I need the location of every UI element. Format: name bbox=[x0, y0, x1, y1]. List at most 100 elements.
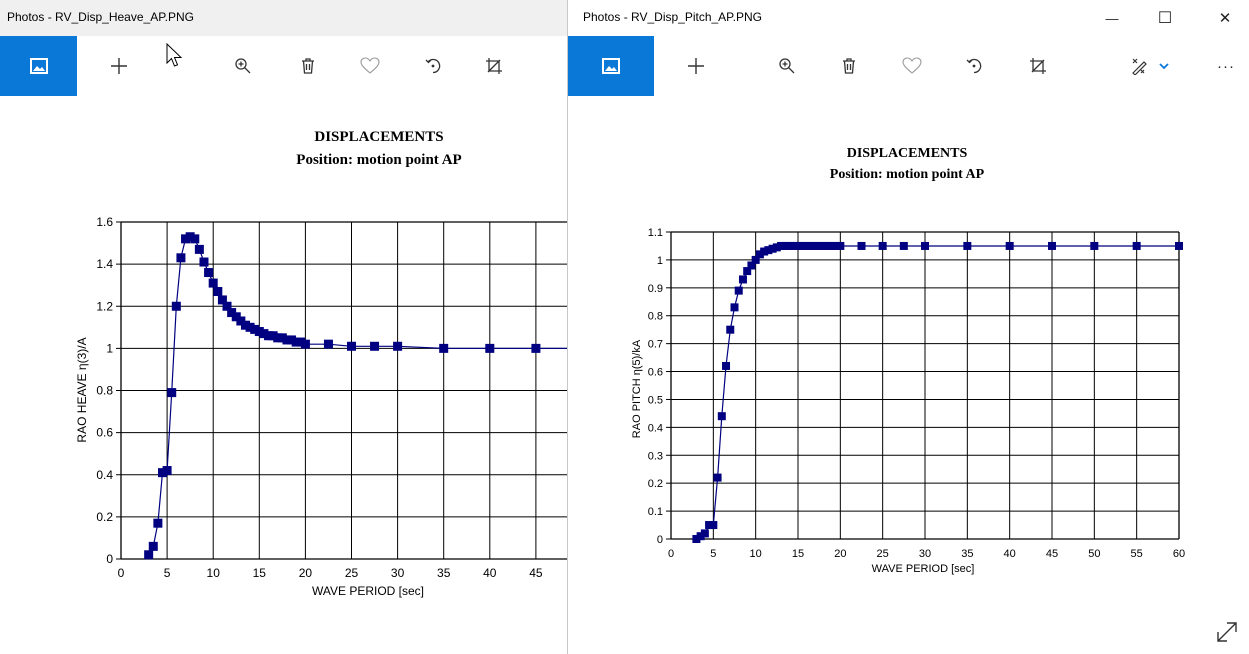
add-icon bbox=[111, 58, 127, 74]
chart-subtitle: Position: motion point AP bbox=[830, 167, 985, 182]
x-tick-label: 5 bbox=[164, 566, 171, 580]
data-point bbox=[827, 241, 836, 250]
x-tick-label: 15 bbox=[253, 566, 267, 580]
minimize-icon: — bbox=[1105, 10, 1119, 26]
x-tick-label: 0 bbox=[668, 548, 674, 560]
minimize-button[interactable]: — bbox=[1089, 0, 1135, 36]
data-point bbox=[760, 247, 769, 256]
x-tick-label: 45 bbox=[529, 566, 543, 580]
data-point bbox=[485, 343, 495, 353]
photos-toolbar bbox=[0, 36, 567, 96]
data-point bbox=[777, 241, 786, 250]
x-tick-label: 20 bbox=[834, 548, 846, 560]
y-tick-label: 0.3 bbox=[648, 450, 663, 462]
x-tick-label: 25 bbox=[345, 566, 359, 580]
crop-icon bbox=[486, 58, 502, 74]
edit-create-button[interactable] bbox=[1122, 36, 1178, 96]
delete-button[interactable] bbox=[825, 36, 873, 96]
rotate-icon bbox=[425, 58, 441, 74]
close-icon: ✕ bbox=[1218, 10, 1232, 27]
crop-button[interactable] bbox=[470, 36, 518, 96]
image-icon bbox=[29, 58, 48, 74]
data-point bbox=[264, 331, 274, 341]
y-tick-label: 0.2 bbox=[96, 510, 113, 524]
y-tick-label: 0.5 bbox=[648, 394, 663, 406]
photos-window-pitch: Photos - RV_Disp_Pitch_AP.PNG — ☐ ✕ bbox=[567, 0, 1249, 654]
y-tick-label: 0.9 bbox=[648, 283, 663, 295]
data-point bbox=[815, 241, 824, 250]
image-button[interactable] bbox=[568, 36, 654, 96]
add-button[interactable] bbox=[95, 36, 143, 96]
data-point bbox=[370, 341, 380, 351]
data-point bbox=[1132, 241, 1141, 250]
data-point bbox=[700, 529, 709, 538]
data-point bbox=[738, 275, 747, 284]
close-button[interactable]: ✕ bbox=[1202, 0, 1248, 36]
edit-icon bbox=[1132, 58, 1147, 75]
x-tick-label: 45 bbox=[1046, 548, 1058, 560]
data-point bbox=[254, 327, 264, 337]
y-tick-label: 0.7 bbox=[648, 339, 663, 351]
add-button[interactable] bbox=[672, 36, 720, 96]
data-point bbox=[277, 333, 287, 343]
rotate-button[interactable] bbox=[409, 36, 457, 96]
chart-subtitle: Position: motion point AP bbox=[296, 152, 461, 168]
data-point bbox=[144, 550, 154, 560]
y-tick-label: 0.1 bbox=[648, 506, 663, 518]
data-point bbox=[751, 255, 760, 264]
heave-chart: DISPLACEMENTS Position: motion point AP … bbox=[75, 129, 567, 598]
data-point bbox=[857, 241, 866, 250]
zoom-in-button[interactable] bbox=[219, 36, 267, 96]
x-tick-label: 10 bbox=[207, 566, 221, 580]
data-point bbox=[798, 241, 807, 250]
data-point bbox=[899, 241, 908, 250]
expand-icon[interactable] bbox=[1215, 620, 1239, 644]
add-icon bbox=[688, 58, 704, 74]
x-tick-label: 25 bbox=[877, 548, 889, 560]
data-point bbox=[231, 312, 241, 322]
series-line bbox=[696, 245, 1179, 540]
more-icon: ··· bbox=[1217, 57, 1235, 75]
data-point bbox=[347, 341, 356, 351]
rotate-button[interactable] bbox=[950, 36, 998, 96]
x-tick-label: 50 bbox=[1088, 548, 1100, 560]
data-point bbox=[781, 241, 790, 250]
delete-icon bbox=[843, 58, 855, 74]
data-point bbox=[692, 535, 701, 543]
data-point bbox=[190, 234, 200, 244]
y-tick-label: 0.4 bbox=[96, 468, 113, 482]
data-point bbox=[802, 241, 811, 250]
data-point bbox=[832, 241, 841, 250]
data-point bbox=[836, 241, 845, 250]
x-tick-label: 30 bbox=[391, 566, 405, 580]
title-bar[interactable]: Photos - RV_Disp_Pitch_AP.PNG — ☐ ✕ bbox=[568, 0, 1249, 36]
more-button[interactable]: ··· bbox=[1202, 36, 1249, 96]
delete-button[interactable] bbox=[284, 36, 332, 96]
zoom-in-button[interactable] bbox=[763, 36, 811, 96]
x-tick-label: 15 bbox=[792, 548, 804, 560]
data-point bbox=[273, 333, 283, 343]
favorite-button[interactable] bbox=[346, 36, 394, 96]
crop-icon bbox=[1030, 58, 1046, 74]
image-button[interactable] bbox=[0, 36, 77, 96]
data-point bbox=[323, 339, 333, 349]
title-bar[interactable]: Photos - RV_Disp_Heave_AP.PNG bbox=[0, 0, 567, 36]
maximize-button[interactable]: ☐ bbox=[1142, 0, 1188, 36]
data-point bbox=[709, 521, 718, 530]
mouse-cursor-icon bbox=[166, 43, 183, 67]
data-point bbox=[819, 241, 828, 250]
data-point bbox=[291, 337, 301, 347]
data-point bbox=[227, 308, 237, 318]
data-point bbox=[245, 322, 255, 332]
data-point bbox=[734, 286, 743, 295]
data-point bbox=[236, 316, 246, 326]
data-point bbox=[764, 246, 773, 255]
x-tick-label: 35 bbox=[961, 548, 973, 560]
x-tick-label: 5 bbox=[710, 548, 716, 560]
data-point bbox=[921, 241, 929, 250]
x-axis-label: WAVE PERIOD [sec] bbox=[312, 584, 424, 598]
crop-button[interactable] bbox=[1014, 36, 1062, 96]
data-point bbox=[208, 278, 218, 288]
zoom-in-icon bbox=[235, 58, 251, 74]
favorite-button[interactable] bbox=[888, 36, 936, 96]
